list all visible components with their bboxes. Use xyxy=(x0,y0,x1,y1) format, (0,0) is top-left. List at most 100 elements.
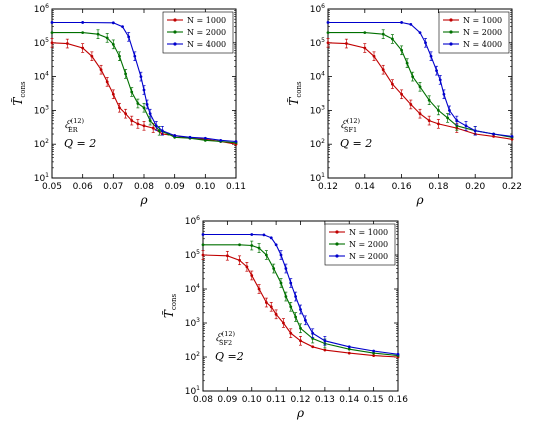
data-point xyxy=(347,351,351,355)
series-line-2 xyxy=(203,244,399,357)
data-point xyxy=(363,31,367,35)
y-tick-label: 105 xyxy=(185,249,200,261)
data-point xyxy=(262,233,266,237)
legend-label: N = 4000 xyxy=(187,40,226,49)
data-point xyxy=(510,135,514,138)
data-point xyxy=(111,21,115,25)
x-tick-label: 0.15 xyxy=(364,395,384,405)
x-tick-label: 0.06 xyxy=(73,182,93,192)
legend-label: N = 4000 xyxy=(463,40,502,49)
y-axis-title: T̃cons xyxy=(10,81,27,106)
data-point xyxy=(311,345,315,349)
legend-swatch-marker xyxy=(335,254,339,258)
y-axis-title: T̃cons xyxy=(286,81,303,106)
x-tick-label: 0.18 xyxy=(428,182,448,192)
annotation-label: ℰ(12) SF1 xyxy=(340,117,360,134)
data-point xyxy=(347,345,351,349)
plot-frame xyxy=(327,8,513,179)
legend-swatch-marker xyxy=(449,30,453,34)
data-point xyxy=(50,31,54,35)
legend-label: N = 1000 xyxy=(349,228,388,237)
y-tick-label: 106 xyxy=(34,3,49,15)
data-point xyxy=(121,25,124,29)
y-tick-label: 104 xyxy=(185,283,200,295)
data-point xyxy=(323,348,327,352)
y-tick-label: 104 xyxy=(34,71,49,83)
annotation-q: Q = 2 xyxy=(340,137,372,150)
x-tick-label: 0.14 xyxy=(339,395,359,405)
series-line-3 xyxy=(203,233,399,355)
legend-label: N = 2000 xyxy=(187,28,226,37)
x-tick-label: 0.10 xyxy=(195,182,215,192)
x-tick-label: 0.13 xyxy=(315,395,335,405)
y-tick-label: 103 xyxy=(34,104,49,116)
data-point xyxy=(326,31,330,35)
y-tick-label: 104 xyxy=(310,71,325,83)
y-tick-label: 106 xyxy=(185,215,200,227)
data-point xyxy=(347,347,351,351)
legend-swatch-marker xyxy=(335,242,339,246)
x-tick-label: 0.12 xyxy=(290,395,310,405)
data-point xyxy=(372,351,376,355)
x-tick-label: 0.09 xyxy=(165,182,185,192)
data-point xyxy=(50,21,54,24)
y-tick-label: 102 xyxy=(185,351,200,363)
x-tick-label: 0.22 xyxy=(502,182,522,192)
annotation-q: Q = 2 xyxy=(64,137,96,150)
legend-label: N = 1000 xyxy=(463,16,502,25)
y-axis-title: T̃cons xyxy=(161,293,178,318)
legend-swatch-marker xyxy=(173,30,177,34)
x-tick-label: 0.08 xyxy=(134,182,154,192)
legend-label: N = 1000 xyxy=(187,16,226,25)
legend-label: N = 2000 xyxy=(349,252,388,261)
data-point xyxy=(201,233,205,236)
x-tick-label: 0.09 xyxy=(217,395,237,405)
x-tick-label: 0.07 xyxy=(103,182,123,192)
x-tick-label: 0.16 xyxy=(388,395,408,405)
data-point xyxy=(326,21,330,24)
data-point xyxy=(81,21,85,24)
x-tick-label: 0.11 xyxy=(266,395,286,405)
y-tick-label: 106 xyxy=(310,3,325,15)
data-point xyxy=(250,233,254,236)
x-tick-label: 0.10 xyxy=(242,395,262,405)
x-tick-label: 0.11 xyxy=(226,182,246,192)
data-point xyxy=(203,138,207,142)
x-tick-label: 0.20 xyxy=(465,182,485,192)
legend-swatch-marker xyxy=(173,42,177,46)
data-point xyxy=(492,132,495,136)
x-tick-label: 0.12 xyxy=(318,182,338,192)
data-point xyxy=(372,354,376,357)
data-point xyxy=(203,136,207,140)
x-axis-title: ρ xyxy=(415,193,423,207)
y-tick-label: 103 xyxy=(310,104,325,116)
y-tick-label: 102 xyxy=(310,138,325,150)
legend-label: N = 2000 xyxy=(349,240,388,249)
data-point xyxy=(418,31,422,35)
data-point xyxy=(269,236,273,240)
data-point xyxy=(188,135,192,139)
y-tick-label: 103 xyxy=(185,317,200,329)
data-point xyxy=(396,352,400,356)
legend-label: N = 2000 xyxy=(463,28,502,37)
legend-swatch-marker xyxy=(335,230,339,234)
data-point xyxy=(81,31,85,35)
y-tick-label: 105 xyxy=(34,37,49,49)
data-point xyxy=(372,349,376,353)
annotation-label: ℰ(12) ER xyxy=(64,117,84,134)
legend-swatch-marker xyxy=(173,18,177,22)
annotation-q: Q =2 xyxy=(215,350,244,363)
annotation-label: ℰ(12) SF2 xyxy=(215,330,235,347)
legend-swatch-marker xyxy=(449,42,453,46)
data-point xyxy=(409,23,413,26)
data-point xyxy=(173,134,177,137)
x-tick-label: 0.14 xyxy=(355,182,375,192)
x-tick-label: 0.08 xyxy=(193,395,213,405)
x-axis-title: ρ xyxy=(296,406,304,420)
data-point xyxy=(238,243,241,247)
data-point xyxy=(219,138,223,142)
